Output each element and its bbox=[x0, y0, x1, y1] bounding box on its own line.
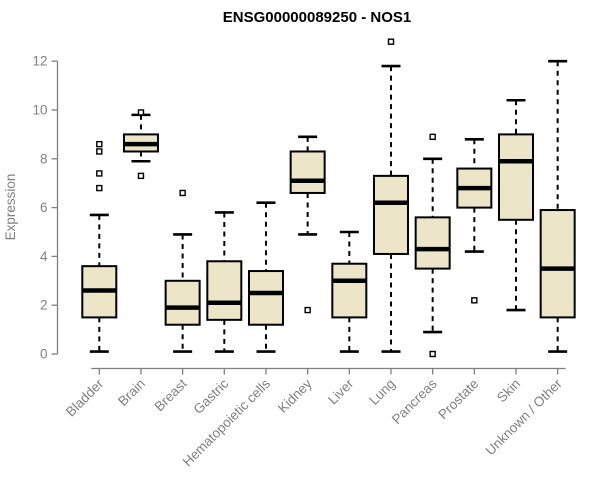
boxplot-brain bbox=[122, 109, 159, 180]
boxplot-liver bbox=[331, 230, 368, 353]
outlier-point bbox=[471, 297, 478, 304]
y-tick-label: 2 bbox=[40, 298, 48, 313]
y-axis: 0 2 4 6 8 10 12 bbox=[32, 54, 59, 362]
outlier-point bbox=[137, 172, 145, 180]
y-axis-label: Expression bbox=[3, 174, 18, 241]
y-tick-label: 12 bbox=[32, 54, 47, 69]
boxplot-skin bbox=[498, 98, 534, 312]
iqr-box bbox=[414, 216, 451, 270]
iqr-box bbox=[206, 260, 243, 321]
y-tick-label: 0 bbox=[40, 347, 48, 362]
x-tick-label-unknown-other: Unknown / Other bbox=[483, 376, 566, 459]
x-tick-label-breast: Breast bbox=[152, 376, 190, 414]
iqr-box bbox=[372, 174, 409, 255]
x-tick-label-gastric: Gastric bbox=[191, 376, 232, 417]
iqr-box bbox=[289, 150, 326, 194]
y-tick-label: 10 bbox=[32, 103, 47, 118]
outlier-point bbox=[96, 170, 103, 177]
iqr-box bbox=[539, 209, 576, 319]
iqr-box bbox=[164, 279, 201, 326]
x-tick-label-skin: Skin bbox=[494, 376, 523, 405]
outlier-point bbox=[429, 350, 436, 358]
x-tick-label-pancreas: Pancreas bbox=[389, 376, 440, 427]
outlier-point bbox=[304, 306, 311, 314]
outlier-point bbox=[96, 148, 103, 155]
outlier-point bbox=[137, 109, 145, 116]
iqr-box bbox=[247, 270, 284, 326]
box-series bbox=[81, 38, 576, 358]
y-tick-label: 6 bbox=[40, 200, 48, 215]
boxplot-unknown-other bbox=[539, 59, 576, 353]
x-tick-label-bladder: Bladder bbox=[63, 376, 107, 420]
boxplot-hematopoietic-cells bbox=[247, 201, 284, 353]
boxplot-kidney bbox=[289, 135, 326, 314]
x-tick-label-lung: Lung bbox=[366, 376, 398, 408]
outlier-point bbox=[96, 140, 103, 148]
chart-title: ENSG00000089250 - NOS1 bbox=[223, 9, 411, 26]
x-tick-label-liver: Liver bbox=[325, 376, 357, 408]
boxplot-pancreas bbox=[414, 133, 451, 358]
outlier-point bbox=[429, 133, 436, 141]
y-tick-label: 4 bbox=[40, 249, 48, 264]
outlier-point bbox=[179, 189, 186, 197]
boxplot-lung bbox=[372, 38, 409, 353]
iqr-box bbox=[331, 262, 368, 319]
y-tick-label: 8 bbox=[40, 151, 48, 166]
boxplot-prostate bbox=[456, 137, 493, 304]
x-tick-label-prostate: Prostate bbox=[435, 376, 481, 422]
x-tick-label-kidney: Kidney bbox=[275, 376, 315, 416]
boxplot-bladder bbox=[81, 140, 118, 353]
boxplot-breast bbox=[164, 189, 201, 353]
x-tick-label-brain: Brain bbox=[115, 376, 148, 409]
boxplot-gastric bbox=[206, 211, 243, 353]
iqr-box bbox=[498, 133, 534, 221]
outlier-point bbox=[387, 38, 395, 45]
outlier-point bbox=[96, 184, 103, 192]
